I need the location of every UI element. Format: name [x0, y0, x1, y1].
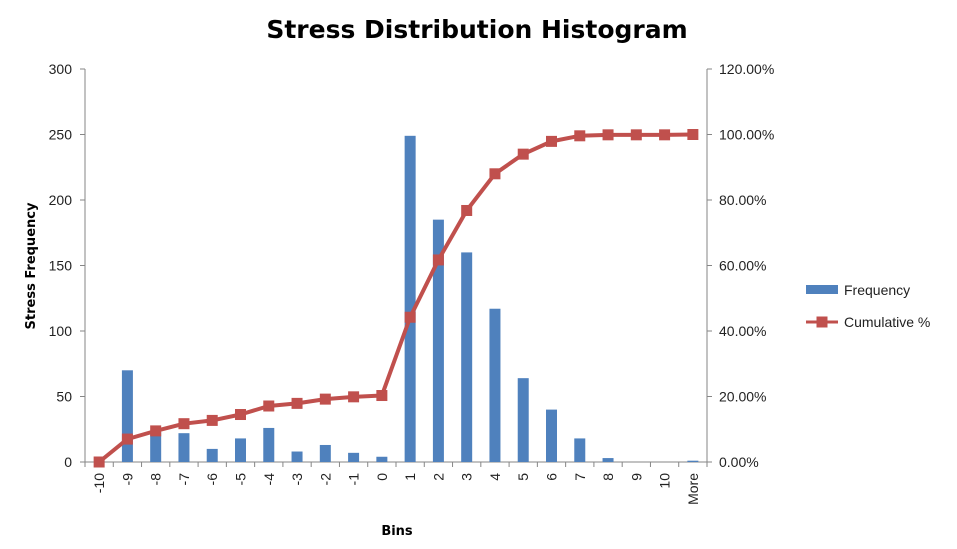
y-right-tick-label: 20.00%	[719, 389, 766, 405]
frequency-bar	[150, 431, 162, 462]
y-left-tick-label: 50	[56, 389, 72, 405]
frequency-bar	[461, 252, 473, 462]
y-left-tick-label: 100	[49, 323, 73, 339]
y-left-tick-label: 0	[64, 454, 72, 470]
x-tick-label: -3	[289, 473, 305, 486]
x-tick-label: 6	[544, 473, 560, 481]
x-tick-label: -10	[91, 473, 107, 493]
cumulative-marker	[432, 254, 444, 266]
frequency-bar	[489, 308, 501, 462]
y-left-tick-label: 150	[49, 258, 73, 274]
frequency-bar	[404, 135, 416, 462]
y-axis-title: Stress Frequency	[24, 202, 39, 329]
x-tick-label: 7	[572, 473, 588, 481]
frequency-bar	[121, 370, 133, 462]
legend-frequency-label: Frequency	[844, 282, 910, 298]
cumulative-marker	[150, 425, 162, 437]
frequency-bar	[291, 451, 303, 462]
frequency-bar	[687, 460, 699, 462]
cumulative-marker	[291, 397, 303, 409]
x-tick-label: 3	[459, 473, 475, 481]
x-tick-label: 2	[430, 473, 446, 481]
plot-area: 0501001502002503000.00%20.00%40.00%60.00…	[49, 61, 775, 505]
x-tick-label: -1	[346, 473, 362, 486]
x-tick-label: -6	[204, 473, 220, 486]
y-right-tick-label: 0.00%	[719, 454, 759, 470]
cumulative-marker	[235, 409, 246, 421]
frequency-bar	[235, 438, 246, 462]
legend-cumulative-marker	[816, 316, 828, 328]
chart-title: Stress Distribution Histogram	[266, 15, 687, 44]
frequency-bar	[178, 433, 190, 462]
cumulative-marker	[602, 129, 614, 141]
x-tick-label: 10	[657, 473, 673, 489]
cumulative-marker	[489, 168, 501, 180]
cumulative-marker	[319, 393, 331, 405]
frequency-bar	[376, 456, 388, 462]
frequency-bar	[546, 409, 557, 462]
frequency-bar	[574, 438, 586, 462]
legend-cumulative-label: Cumulative %	[844, 314, 930, 330]
x-tick-label: 8	[600, 473, 616, 481]
frequency-bar	[432, 219, 444, 462]
y-right-tick-label: 100.00%	[719, 127, 774, 143]
x-tick-label: -7	[176, 473, 192, 486]
cumulative-marker	[687, 129, 699, 140]
y-right-tick-label: 40.00%	[719, 323, 766, 339]
x-tick-label: 4	[487, 473, 503, 481]
y-left-tick-label: 250	[49, 127, 73, 143]
cumulative-marker	[348, 391, 360, 403]
cumulative-marker	[93, 456, 105, 468]
cumulative-marker	[630, 129, 642, 141]
cumulative-marker	[376, 390, 388, 402]
cumulative-marker	[178, 418, 190, 430]
x-axis-title: Bins	[381, 524, 413, 539]
cumulative-marker	[461, 204, 473, 216]
y-left-tick-label: 300	[49, 61, 73, 77]
x-tick-label: More	[685, 473, 701, 505]
x-tick-label: 1	[402, 473, 418, 481]
legend: Frequency Cumulative %	[806, 282, 930, 330]
cumulative-line	[97, 132, 693, 464]
x-tick-label: -5	[233, 473, 249, 486]
y-left-tick-label: 200	[49, 192, 73, 208]
frequency-bar	[517, 378, 529, 462]
x-tick-label: -9	[119, 473, 135, 486]
x-tick-label: -2	[317, 473, 333, 486]
x-tick-label: 0	[374, 473, 390, 481]
x-tick-label: 9	[628, 473, 644, 481]
cumulative-marker	[659, 129, 671, 141]
cumulative-marker	[404, 311, 416, 323]
cumulative-marker	[206, 414, 218, 426]
frequency-bar	[602, 458, 614, 462]
frequency-bar	[348, 452, 360, 462]
cumulative-marker	[263, 400, 275, 412]
y-right-tick-label: 80.00%	[719, 192, 766, 208]
legend-frequency-swatch	[806, 285, 838, 294]
frequency-bar	[206, 448, 218, 462]
x-tick-label: 5	[515, 473, 531, 481]
x-tick-label: -8	[148, 473, 164, 486]
y-right-tick-label: 120.00%	[719, 61, 774, 77]
y-right-tick-label: 60.00%	[719, 258, 766, 274]
frequency-bar	[263, 427, 275, 462]
cumulative-marker	[121, 433, 133, 445]
cumulative-marker	[517, 148, 529, 160]
cumulative-marker	[574, 130, 586, 142]
x-tick-label: -4	[261, 473, 277, 486]
frequency-bar	[319, 444, 331, 462]
cumulative-marker	[546, 135, 557, 147]
